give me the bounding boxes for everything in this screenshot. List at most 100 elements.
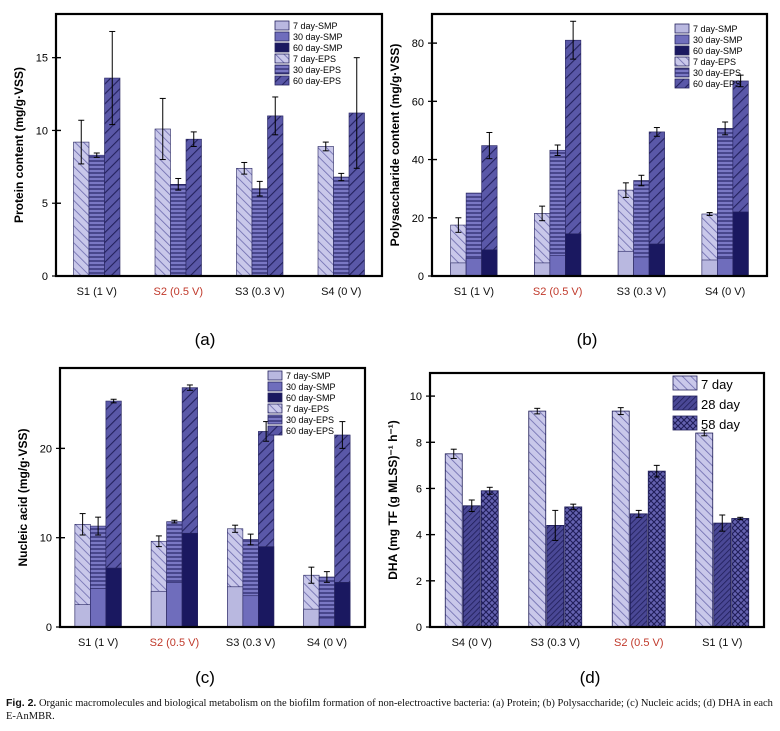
plot-frame xyxy=(428,371,766,629)
bar-eps xyxy=(717,128,734,277)
legend-swatch xyxy=(274,31,290,42)
chart-panel-dha: 0 2 4 6 8 10 DHA (mg TF (g MLSS)⁻¹ h⁻¹) S4 (0 V… xyxy=(386,371,766,687)
y-axis-label: Nucleic acid (mg/g·VSS) xyxy=(16,428,30,566)
legend-swatch xyxy=(267,370,283,381)
chart-panel-protein: 0 5 10 15 Protein content (mg/g·VSS) S1 (1 V)… xyxy=(12,12,384,349)
legend-label: 58 day xyxy=(701,417,741,432)
legend-label: 60 day-SMP xyxy=(286,393,336,403)
x-tick-label: S1 (1 V) xyxy=(78,637,118,649)
bar-smp xyxy=(227,586,244,628)
bar xyxy=(713,522,732,628)
bar-eps xyxy=(251,188,268,277)
x-tick-label: S4 (0 V) xyxy=(705,286,745,298)
y-tick-label: 4 xyxy=(416,530,422,542)
bar xyxy=(695,432,714,628)
legend-label: 30 day-EPS xyxy=(293,65,341,75)
bar xyxy=(528,410,547,628)
legend-label: 7 day-EPS xyxy=(286,404,329,414)
bar-smp xyxy=(303,608,320,628)
x-tick-label: S3 (0.3 V) xyxy=(226,637,276,649)
bar-eps xyxy=(88,154,105,277)
bar-smp xyxy=(450,262,467,277)
y-tick-label: 6 xyxy=(416,483,422,495)
x-tick-label: S4 (0 V) xyxy=(321,286,361,298)
y-tick-label: 0 xyxy=(416,622,422,634)
legend-swatch xyxy=(274,64,290,75)
x-tick-label: S4 (0 V) xyxy=(452,637,492,649)
legend-swatch xyxy=(674,34,690,45)
bar-eps xyxy=(236,167,253,277)
bar xyxy=(444,453,463,628)
legend-swatch xyxy=(674,45,690,56)
legend-swatch xyxy=(267,425,283,436)
bar-smp xyxy=(166,582,183,628)
legend-swatch xyxy=(674,67,690,78)
legend-label: 60 day-EPS xyxy=(286,426,334,436)
legend-swatch xyxy=(267,381,283,392)
legend-label: 30 day-EPS xyxy=(693,68,741,78)
bar-eps xyxy=(185,138,202,277)
bar-smp xyxy=(318,617,335,628)
bar-eps xyxy=(267,115,284,277)
bar-smp xyxy=(105,567,122,628)
y-tick-label: 0 xyxy=(46,622,52,634)
x-tick-label: S2 (0.5 V) xyxy=(150,637,200,649)
legend-label: 30 day-SMP xyxy=(286,382,336,392)
legend-label: 28 day xyxy=(701,397,741,412)
y-tick-label: 20 xyxy=(412,213,424,225)
bar-smp xyxy=(633,256,650,277)
bar xyxy=(462,505,481,628)
bar-eps xyxy=(317,146,334,277)
caption-text: Organic macromolecules and biological me… xyxy=(6,698,773,722)
legend-swatch xyxy=(267,414,283,425)
bar-smp xyxy=(717,258,734,277)
bar-smp xyxy=(465,258,482,277)
legend-swatch xyxy=(274,75,290,86)
x-tick-label: S1 (1 V) xyxy=(702,637,742,649)
y-tick-label: 20 xyxy=(40,443,52,455)
y-axis-label: Polysaccharide content (mg/g·VSS) xyxy=(388,44,402,247)
legend-label: 7 day xyxy=(701,377,733,392)
figure-caption: Fig. 2. Organic macromolecules and biolo… xyxy=(6,697,774,723)
bar-smp xyxy=(617,250,634,277)
bar-smp xyxy=(181,532,198,628)
bar xyxy=(564,506,583,628)
bar-smp xyxy=(258,546,275,628)
legend-swatch xyxy=(274,42,290,53)
panel-label: (b) xyxy=(577,330,598,349)
legend-label: 30 day-SMP xyxy=(293,32,343,42)
bar-smp xyxy=(481,249,498,277)
y-tick-label: 10 xyxy=(410,391,422,403)
panel-label: (d) xyxy=(580,668,601,687)
y-tick-label: 10 xyxy=(36,125,48,137)
y-tick-label: 0 xyxy=(42,271,48,283)
bar-smp xyxy=(74,604,91,628)
legend-label: 60 day-EPS xyxy=(293,76,341,86)
legend-swatch xyxy=(672,415,698,431)
bar-eps xyxy=(170,184,187,277)
y-tick-label: 2 xyxy=(416,576,422,588)
panel-label: (c) xyxy=(195,668,215,687)
y-tick-label: 80 xyxy=(412,38,424,50)
legend-swatch xyxy=(674,56,690,67)
y-tick-label: 5 xyxy=(42,198,48,210)
bar-smp xyxy=(648,243,665,277)
x-tick-label: S1 (1 V) xyxy=(77,286,117,298)
x-tick-label: S2 (0.5 V) xyxy=(153,286,203,298)
x-tick-label: S2 (0.5 V) xyxy=(533,286,583,298)
plot-frame xyxy=(430,12,769,278)
legend-label: 60 day-EPS xyxy=(693,79,741,89)
chart-panel-polysaccharide: 0 20 40 60 80 Polysaccharide content (mg/g·VS… xyxy=(388,12,769,349)
legend-label: 7 day-EPS xyxy=(693,57,736,67)
bar xyxy=(731,518,750,628)
bar-eps xyxy=(333,176,350,277)
x-tick-label: S3 (0.3 V) xyxy=(617,286,667,298)
plot-frame xyxy=(54,12,384,278)
legend-label: 30 day-SMP xyxy=(693,35,743,45)
y-axis-label: DHA (mg TF (g MLSS)⁻¹ h⁻¹) xyxy=(386,420,400,580)
y-tick-label: 40 xyxy=(412,155,424,167)
bar xyxy=(611,410,630,628)
y-tick-label: 60 xyxy=(412,96,424,108)
panel-label: (a) xyxy=(195,330,216,349)
